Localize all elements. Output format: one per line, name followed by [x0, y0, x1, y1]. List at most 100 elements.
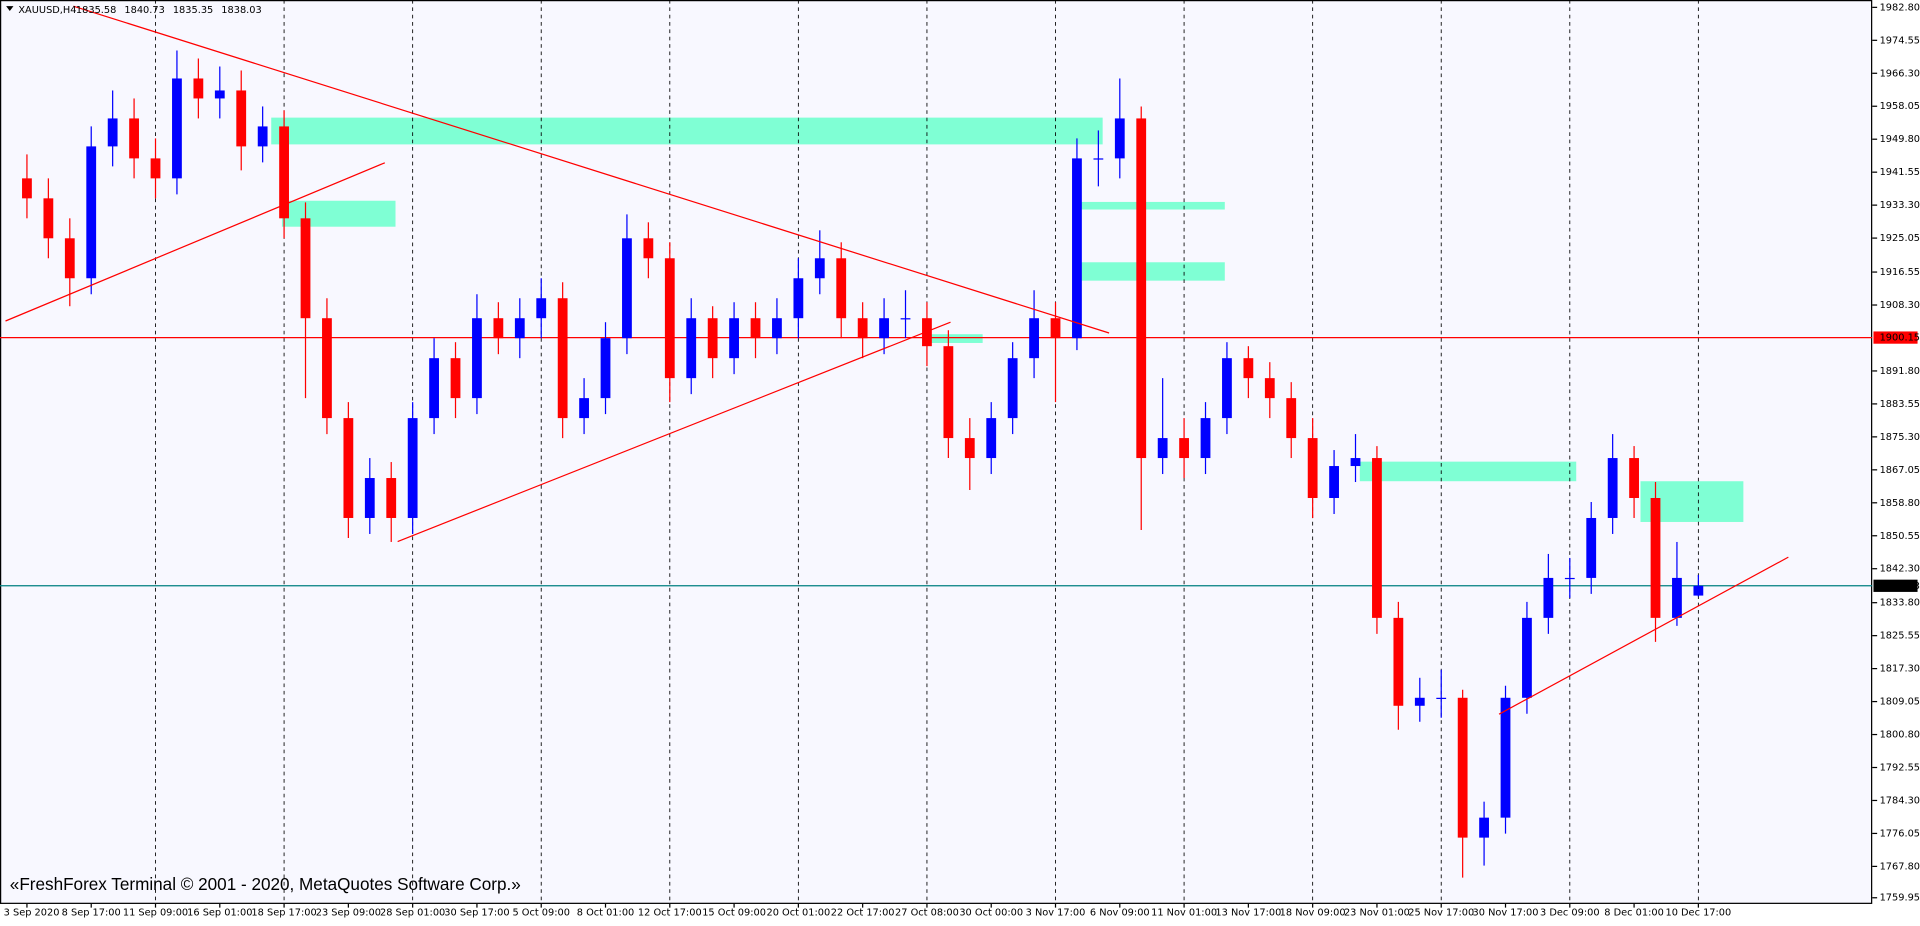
x-tick-label: 30 Oct 00:00	[959, 908, 1023, 919]
candle-body	[300, 218, 311, 319]
candle-body	[1050, 318, 1061, 339]
x-tick-label: 30 Nov 17:00	[1473, 908, 1539, 919]
y-tick-label: 1776.05	[1880, 828, 1920, 839]
y-tick-label: 1916.55	[1880, 267, 1920, 278]
candles	[22, 50, 1704, 878]
candle-body	[900, 318, 911, 320]
candle-body	[1307, 438, 1318, 499]
y-tick-label: 1825.55	[1880, 631, 1920, 642]
header-close: 1838.03	[221, 5, 261, 16]
candle-body	[643, 238, 654, 259]
y-tick-label: 1809.05	[1880, 697, 1920, 708]
candle-body	[1114, 118, 1125, 159]
candle-body	[686, 318, 697, 379]
x-tick-label: 22 Oct 17:00	[831, 908, 895, 919]
x-tick-label: 18 Nov 09:00	[1280, 908, 1346, 919]
candle-body	[1564, 577, 1575, 580]
x-tick-label: 23 Sep 09:00	[316, 908, 381, 919]
candle-body	[1072, 158, 1082, 339]
y-tick-label: 1933.30	[1880, 200, 1920, 211]
x-tick-label: 8 Oct 01:00	[577, 908, 635, 919]
candle-body	[43, 198, 54, 239]
candle-body	[493, 318, 504, 339]
candle-body	[1457, 697, 1468, 838]
x-tick-label: 20 Oct 01:00	[766, 908, 830, 919]
trendline	[73, 5, 1110, 334]
y-tick-label: 1784.30	[1880, 795, 1920, 806]
x-tick-label: 10 Dec 17:00	[1665, 908, 1731, 919]
candle-body	[600, 338, 611, 399]
candle-body	[1179, 438, 1189, 459]
candle-body	[450, 358, 461, 399]
candle-body	[214, 90, 225, 99]
x-tick-label: 8 Dec 01:00	[1604, 908, 1664, 919]
candle-body	[772, 318, 782, 339]
candle-body	[1286, 398, 1297, 439]
candle-body	[1393, 617, 1404, 706]
candle-body	[64, 238, 75, 279]
candle-body	[257, 126, 268, 147]
candle-body	[514, 318, 525, 339]
x-tick-label: 5 Oct 09:00	[512, 908, 570, 919]
x-tick-label: 11 Sep 09:00	[123, 908, 188, 919]
candle-body	[364, 478, 375, 518]
candle-body	[879, 318, 889, 339]
x-tick-label: 18 Sep 17:00	[251, 908, 316, 919]
x-tick-label: 3 Dec 09:00	[1540, 908, 1600, 919]
x-tick-label: 12 Oct 17:00	[638, 908, 702, 919]
candle-body	[1243, 358, 1254, 379]
candle-body	[22, 178, 32, 199]
x-tick-label: 13 Nov 17:00	[1215, 908, 1281, 919]
candle-body	[1586, 517, 1597, 578]
x-tick-label: 25 Nov 17:00	[1408, 908, 1474, 919]
plot-area	[0, 0, 1873, 904]
header-open: 1835.58	[76, 5, 116, 16]
candle-body	[1264, 378, 1275, 399]
candle-body	[986, 418, 997, 459]
candle-body	[107, 118, 118, 147]
candle-body	[729, 318, 739, 359]
y-tick-label: 1891.80	[1880, 366, 1920, 377]
candle-body	[1029, 318, 1039, 359]
zone	[1074, 262, 1225, 281]
trendline	[5, 162, 386, 322]
candle-body	[1672, 577, 1682, 618]
candle-body	[193, 78, 204, 99]
level-label-box	[1873, 331, 1918, 344]
candle-body	[472, 318, 482, 399]
candle-body	[429, 358, 439, 419]
x-tick-label: 8 Sep 17:00	[62, 908, 121, 919]
candle-body	[622, 238, 632, 339]
x-tick-label: 27 Oct 08:00	[895, 908, 959, 919]
zone	[281, 200, 396, 227]
candle-body	[814, 258, 825, 279]
chart-title: XAUUSD,H4	[18, 5, 76, 16]
y-tick-label: 1974.55	[1880, 35, 1920, 46]
candle-body	[1157, 438, 1168, 459]
menu-arrow[interactable]	[6, 6, 14, 12]
y-tick-label: 1858.80	[1880, 498, 1920, 509]
y-tick-label: 1949.80	[1880, 134, 1920, 145]
y-tick-label: 1842.30	[1880, 564, 1920, 575]
trendline	[1498, 556, 1789, 715]
zone	[1359, 461, 1577, 482]
y-tick-label: 1867.05	[1880, 465, 1920, 476]
candle-body	[236, 90, 247, 147]
x-tick-label: 3 Nov 17:00	[1026, 908, 1086, 919]
y-tick-label: 1792.55	[1880, 763, 1920, 774]
candle-body	[1350, 458, 1361, 467]
candle-body	[836, 258, 847, 319]
copyright: «FreshForex Terminal © 2001 - 2020, Meta…	[10, 874, 521, 894]
candle-body	[1222, 358, 1232, 419]
x-tick-label: 28 Sep 01:00	[380, 908, 445, 919]
y-tick-label: 1925.05	[1880, 233, 1920, 244]
candle-body	[279, 126, 289, 219]
candle-body	[172, 78, 182, 179]
y-tick-label: 1850.55	[1880, 531, 1920, 542]
candle-body	[1693, 585, 1704, 596]
ohlc-header: 1835.58 1840.73 1835.35 1838.03	[76, 5, 262, 16]
candle-body	[1093, 158, 1104, 160]
candle-body	[1007, 358, 1018, 419]
